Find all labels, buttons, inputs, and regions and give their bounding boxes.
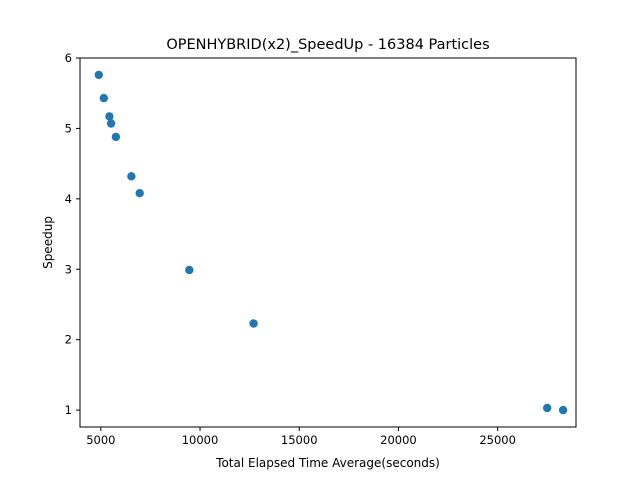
x-tick-label: 20000 xyxy=(380,433,417,447)
plot-area xyxy=(80,58,576,427)
data-point xyxy=(94,70,104,80)
y-tick-label: 5 xyxy=(65,121,72,135)
chart-title: OPENHYBRID(x2)_SpeedUp - 16384 Particles xyxy=(166,37,489,53)
x-tick-label: 5000 xyxy=(86,433,115,447)
y-tick-label: 4 xyxy=(65,192,72,206)
data-point xyxy=(543,403,552,413)
x-axis-label: Total Elapsed Time Average(seconds) xyxy=(215,456,440,470)
y-tick-label: 1 xyxy=(65,403,72,417)
x-tick-label: 10000 xyxy=(182,433,219,447)
y-tick-label: 6 xyxy=(65,51,72,65)
data-point xyxy=(105,112,114,121)
data-point xyxy=(106,119,116,128)
y-axis-label: Speedup xyxy=(41,216,55,269)
data-point xyxy=(99,93,109,103)
data-point xyxy=(249,319,258,328)
plot-frame xyxy=(79,57,577,428)
y-tick-label: 3 xyxy=(65,262,72,276)
data-point xyxy=(111,132,121,142)
points-layer xyxy=(94,70,568,415)
data-point xyxy=(185,265,194,275)
y-axis-ticks: 1 2 3 4 5 6 xyxy=(65,51,80,417)
data-point xyxy=(558,405,568,415)
x-tick-label: 25000 xyxy=(479,433,516,447)
x-axis-ticks: 5000 10000 15000 20000 25000 xyxy=(86,427,516,447)
y-tick-label: 2 xyxy=(65,333,72,347)
data-point xyxy=(135,189,144,198)
data-point xyxy=(127,172,136,181)
x-tick-label: 15000 xyxy=(281,433,318,447)
